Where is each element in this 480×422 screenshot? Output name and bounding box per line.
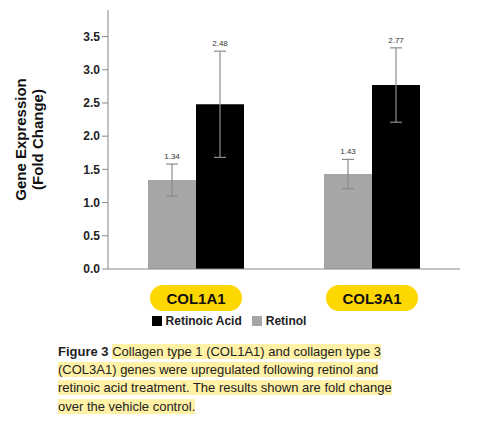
svg-text:2.5: 2.5 bbox=[83, 96, 100, 110]
svg-text:1.43: 1.43 bbox=[340, 147, 356, 156]
html-text:Retinol: Retinol bbox=[265, 314, 307, 328]
svg-text:3.5: 3.5 bbox=[83, 30, 100, 44]
html-text:Figure 3 Collagen type 1 (COL1: Figure 3 Collagen type 1 (COL1A1) and co… bbox=[58, 344, 392, 414]
svg-text:COL3A1: COL3A1 bbox=[342, 290, 401, 307]
svg-text:2.77: 2.77 bbox=[388, 36, 404, 45]
svg-text:2.0: 2.0 bbox=[83, 129, 100, 143]
svg-text:1.5: 1.5 bbox=[83, 163, 100, 177]
svg-text:2.48: 2.48 bbox=[212, 39, 228, 48]
html-text:Retinoic Acid: Retinoic Acid bbox=[165, 314, 242, 328]
svg-text:0.5: 0.5 bbox=[83, 229, 100, 243]
svg-text:3.0: 3.0 bbox=[83, 63, 100, 77]
svg-text:COL1A1: COL1A1 bbox=[166, 290, 225, 307]
svg-text:1.34: 1.34 bbox=[164, 152, 180, 161]
svg-text:0.0: 0.0 bbox=[83, 262, 100, 276]
svg-text:Gene Expression(Fold Change): Gene Expression(Fold Change) bbox=[12, 78, 46, 201]
svg-text:1.0: 1.0 bbox=[83, 196, 100, 210]
